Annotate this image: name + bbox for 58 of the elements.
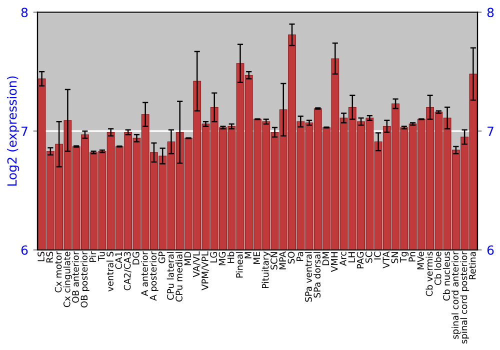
x-tick-label: VMH bbox=[331, 252, 338, 272]
x-tick-label: DM bbox=[322, 252, 330, 266]
x-tick-label: Cb nucleus bbox=[442, 252, 450, 301]
x-tick-label: LS bbox=[38, 252, 44, 262]
x-tick-label: Pn bbox=[408, 252, 416, 262]
x-tick-label: Pineal bbox=[236, 252, 243, 278]
x-tick-label: Pa bbox=[296, 252, 304, 261]
x-tick-label: A anterior bbox=[140, 251, 148, 296]
x-tick-label: GP bbox=[158, 252, 166, 264]
x-tick-label: SPa ventral bbox=[304, 252, 312, 302]
x-tick-label: spinal cord posterior bbox=[460, 251, 469, 344]
y-tick-label: 7 bbox=[22, 126, 28, 136]
x-tick-label: OB posterior bbox=[80, 251, 90, 308]
y2-tick-label: 8 bbox=[487, 8, 494, 18]
x-tick-label: ventral S bbox=[106, 252, 114, 292]
x-tick-label: CA1 bbox=[115, 252, 122, 270]
x-tick-label: LH bbox=[348, 252, 355, 262]
x-tick-label: CPu medial bbox=[175, 252, 182, 302]
y-tick-label: 8 bbox=[21, 8, 28, 18]
x-tick-label: SN bbox=[391, 252, 398, 264]
x-tick-label: LG bbox=[210, 252, 217, 262]
x-tick-label: VA/VL bbox=[193, 251, 200, 278]
x-tick-label: Pir bbox=[89, 251, 96, 262]
x-tick-label: Arc bbox=[340, 252, 346, 266]
x-tick-label: Cx motor bbox=[54, 251, 62, 292]
x-tick-label: VTA bbox=[382, 251, 390, 268]
y2-tick-label: 7 bbox=[488, 126, 494, 136]
y-axis-title: Log2 (expression) bbox=[7, 76, 20, 186]
x-tick-label: Hb bbox=[227, 252, 234, 263]
x-tick-label: Retina bbox=[468, 252, 476, 280]
x-tick-label: M bbox=[244, 252, 252, 258]
x-tick-label: SPa dorsal bbox=[314, 252, 321, 298]
x-tick-label: SCN bbox=[270, 252, 278, 270]
y2-tick-label: 6 bbox=[487, 245, 494, 255]
y-tick-label: 6 bbox=[21, 245, 28, 255]
x-tick-label: OB anterior bbox=[72, 251, 79, 303]
x-tick-label: MVe bbox=[417, 252, 424, 270]
x-tick-label: SC bbox=[365, 252, 372, 263]
x-tick-label: A posterior bbox=[150, 251, 158, 301]
x-tick-label: Cx cingulate bbox=[63, 252, 72, 308]
x-tick-label: ME bbox=[253, 252, 260, 264]
x-tick-label: VPM/VPL bbox=[202, 251, 210, 290]
x-tick-label: IC bbox=[374, 252, 381, 260]
x-tick-label: spinal cord anterior bbox=[452, 251, 460, 339]
x-tick-label: CPu lateral bbox=[166, 252, 174, 300]
x-tick-label: MPA bbox=[279, 251, 286, 270]
x-tick-label: CA2/CA3 bbox=[124, 252, 132, 290]
x-tick-label: Pituitary bbox=[262, 252, 270, 288]
x-tick-label: DG bbox=[132, 252, 140, 264]
x-tick-label: MG bbox=[218, 252, 226, 266]
x-tick-label: MD bbox=[184, 252, 191, 266]
x-tick-label: RS bbox=[46, 252, 54, 262]
x-tick-label: Cb lobe bbox=[434, 252, 442, 286]
x-tick-label: Cb vermis bbox=[426, 252, 433, 296]
x-tick-label: PAG bbox=[356, 252, 364, 268]
x-tick-label: Tu bbox=[98, 252, 105, 262]
x-tick-label: Tg bbox=[400, 252, 409, 263]
x-tick-label: SO bbox=[288, 252, 295, 264]
